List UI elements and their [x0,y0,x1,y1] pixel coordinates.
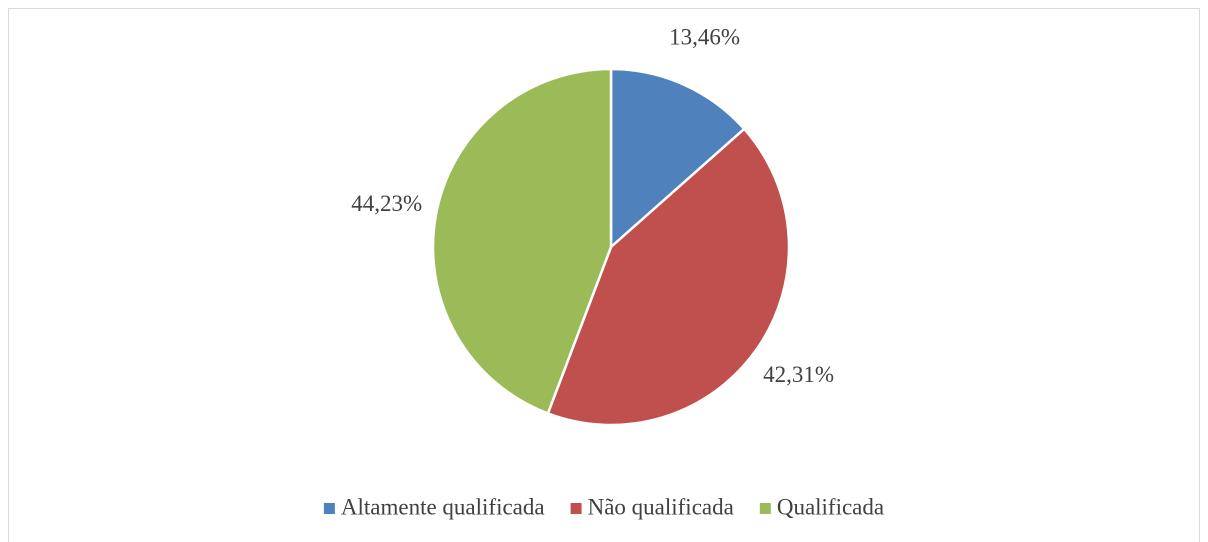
pie-slice [609,67,746,250]
legend-swatch [570,503,582,514]
legend-label: Não qualificada [588,494,734,519]
data-label: 44,23% [351,191,422,216]
data-label: 42,31% [763,362,834,387]
pie-slice [431,67,613,416]
legend-swatch [323,503,335,514]
legend-label: Altamente qualificada [341,494,545,519]
legend-swatch [759,503,771,514]
pie-slice [546,127,791,427]
legend-label: Qualificada [777,494,884,519]
data-label: 13,46% [669,24,740,49]
